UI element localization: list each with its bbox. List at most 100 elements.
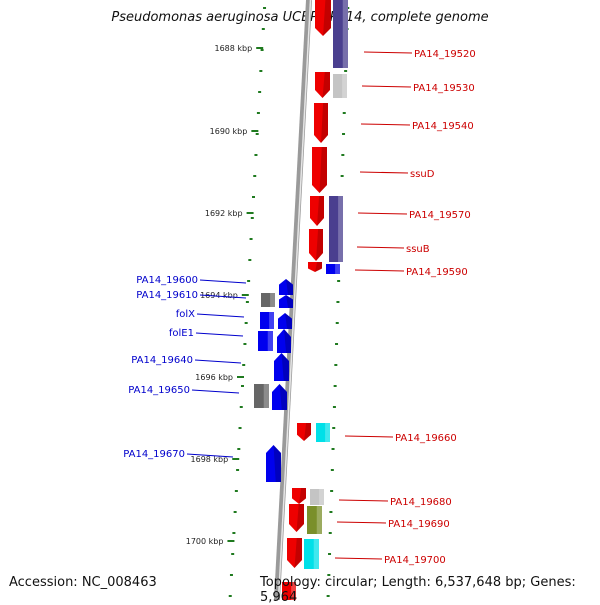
forward-gene-arrow-shade <box>321 103 328 143</box>
forward-gene-arrow-shade <box>316 229 323 261</box>
scale-label: 1690 kbp <box>210 127 248 136</box>
cog-box <box>307 506 322 534</box>
forward-gene-label: PA14_19540 <box>412 121 474 132</box>
reverse-gene-arrow-shade <box>273 445 281 482</box>
forward-label-connector <box>344 435 394 438</box>
reverse-gene-label: PA14_19640 <box>131 355 193 366</box>
reverse-gene-arrow-shade <box>281 353 289 381</box>
forward-gene-arrow <box>315 0 331 36</box>
forward-gene-label: PA14_19570 <box>409 210 471 221</box>
gene-labels-layer: 1688 kbp 1690 kbp 1692 kbp 1694 kbp 1696 kbp… <box>123 44 476 566</box>
forward-gene-arrow <box>309 229 323 261</box>
reverse-gene-arrow <box>278 313 292 329</box>
forward-gene-label: PA14_19700 <box>384 555 446 566</box>
forward-gene-arrow <box>297 423 311 441</box>
reverse-label-connector <box>186 453 234 458</box>
cog-box-shine <box>316 506 322 534</box>
scale-label: 1696 kbp <box>195 373 233 382</box>
cog-box-shine <box>342 0 348 68</box>
reverse-gene-label: folX <box>176 309 195 320</box>
forward-gene-arrow <box>314 103 328 143</box>
cog-box <box>316 423 330 442</box>
forward-gene-arrow-shade <box>323 0 331 36</box>
cog-box <box>254 384 269 408</box>
forward-gene-label: PA14_19690 <box>388 519 450 530</box>
forward-label-connector <box>338 499 389 502</box>
forward-gene-arrow <box>308 262 322 272</box>
forward-gene-arrow-shade <box>322 72 330 98</box>
cog-box-shine <box>267 331 273 351</box>
forward-label-connector <box>359 171 409 174</box>
reverse-gene-label: PA14_19610 <box>136 290 198 301</box>
cog-box <box>333 74 347 98</box>
scale-label: 1698 kbp <box>191 455 229 464</box>
reverse-gene-arrow-shade <box>284 329 291 353</box>
reverse-gene-arrow <box>277 329 291 353</box>
forward-gene-arrow-shade <box>315 262 322 272</box>
forward-label-connector <box>356 246 405 249</box>
forward-gene-box-shine <box>291 582 296 600</box>
reverse-gene-label: folE1 <box>169 328 194 339</box>
genes-layer <box>254 0 348 600</box>
forward-gene-arrow <box>312 147 327 193</box>
reverse-gene-arrow <box>279 295 293 308</box>
page-title: Pseudomonas aeruginosa UCBPP-PA14, compl… <box>111 10 489 25</box>
forward-gene-label: PA14_19660 <box>395 433 457 444</box>
forward-label-connector <box>336 521 387 524</box>
forward-gene-arrow <box>292 488 306 504</box>
reverse-gene-label: PA14_19600 <box>136 275 198 286</box>
cog-box-shine <box>342 74 347 98</box>
reverse-gene-arrow <box>279 279 293 295</box>
forward-gene-arrow <box>287 538 302 568</box>
scale-label: 1694 kbp <box>200 291 238 300</box>
scale-label: 1692 kbp <box>205 209 243 218</box>
scale-label: 1688 kbp <box>214 44 252 53</box>
reverse-gene-arrow-shade <box>286 295 293 308</box>
cog-box <box>333 0 348 68</box>
forward-gene-arrow <box>315 72 330 98</box>
cog-box <box>260 312 274 329</box>
forward-gene-box <box>282 582 296 600</box>
cog-box-shine <box>270 293 275 307</box>
cog-box-shine <box>319 489 324 505</box>
tick-marks-layer <box>227 7 350 597</box>
forward-gene-arrow-shade <box>294 538 302 568</box>
genome-summary-text: Topology: circular; Length: 6,537,648 bp… <box>260 575 576 605</box>
cog-box <box>326 264 340 274</box>
reverse-gene-arrow-shade <box>279 384 287 410</box>
cog-box <box>329 196 343 262</box>
reverse-gene-arrow <box>274 353 289 381</box>
scale-label: 1700 kbp <box>186 537 224 546</box>
forward-gene-arrow <box>310 196 324 226</box>
reverse-label-connector <box>195 332 244 337</box>
forward-gene-arrow-shade <box>319 147 327 193</box>
forward-gene-arrow-shade <box>296 504 304 532</box>
forward-gene-label: ssuB <box>406 244 430 255</box>
forward-label-connector <box>354 269 405 272</box>
cog-box-shine <box>263 384 269 408</box>
forward-gene-label: PA14_19530 <box>413 83 475 94</box>
genome-axis-highlight <box>277 0 312 600</box>
reverse-label-connector <box>191 389 240 394</box>
reverse-label-connector <box>196 313 245 318</box>
reverse-label-connector <box>199 294 247 299</box>
forward-gene-label: PA14_19680 <box>390 497 452 508</box>
forward-label-connector <box>357 212 408 215</box>
reverse-gene-label: PA14_19650 <box>128 385 190 396</box>
cog-box-shine <box>338 196 343 262</box>
forward-gene-label: PA14_19590 <box>406 267 468 278</box>
accession-text: Accession: NC_008463 <box>9 575 157 590</box>
reverse-gene-arrow-shade <box>285 313 292 329</box>
forward-gene-arrow-shade <box>299 488 306 504</box>
reverse-label-connector <box>194 359 242 364</box>
cog-box-shine <box>269 312 274 329</box>
reverse-gene-label: PA14_19670 <box>123 449 185 460</box>
cog-box <box>258 331 273 351</box>
reverse-gene-arrow <box>266 445 281 482</box>
forward-label-connector <box>334 557 383 560</box>
cog-box-shine <box>325 423 330 442</box>
cog-box <box>310 489 324 505</box>
forward-gene-label: PA14_19520 <box>414 49 476 60</box>
cog-box-shine <box>335 264 340 274</box>
